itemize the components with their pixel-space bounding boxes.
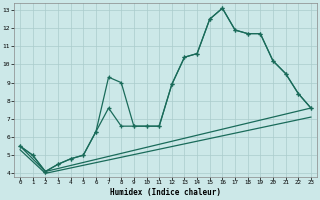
X-axis label: Humidex (Indice chaleur): Humidex (Indice chaleur) (110, 188, 221, 197)
